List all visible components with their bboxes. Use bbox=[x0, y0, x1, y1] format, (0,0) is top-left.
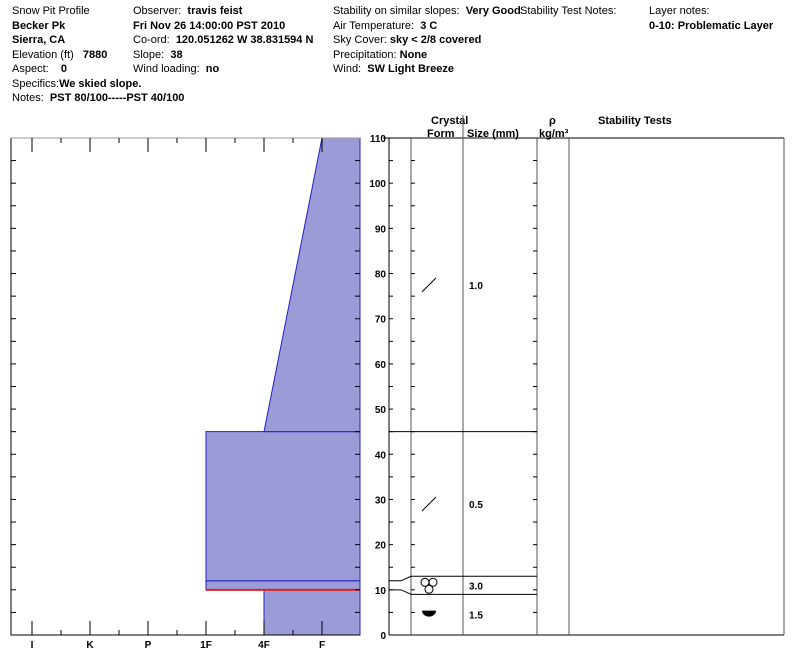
size-header: Size (mm) bbox=[467, 128, 519, 140]
precipitation-particle-icon bbox=[421, 277, 437, 293]
crystal-header: Crystal bbox=[431, 115, 469, 127]
observer-field: Observer: travis feist bbox=[133, 5, 242, 18]
depth-label: 40 bbox=[375, 450, 387, 461]
hardness-label-K: K bbox=[86, 640, 94, 651]
wind-loading-label: Wind loading: bbox=[133, 63, 200, 75]
specifics-label: Specifics: bbox=[12, 78, 60, 90]
depth-label: 20 bbox=[375, 541, 387, 552]
depth-label: 80 bbox=[375, 270, 387, 281]
notes-value: PST 80/100-----PST 40/100 bbox=[49, 92, 185, 104]
layer-connector bbox=[389, 575, 412, 582]
hardness-layer bbox=[263, 589, 361, 636]
depth-label: 70 bbox=[375, 315, 387, 326]
depth-label: 100 bbox=[369, 179, 386, 190]
grain-size-label: 3.0 bbox=[469, 581, 483, 592]
observer-label: Observer: bbox=[133, 5, 182, 17]
wind-label: Wind: bbox=[333, 63, 362, 75]
rho-header: ρ bbox=[549, 115, 556, 127]
grain-size-label: 0.5 bbox=[469, 500, 483, 511]
depth-label: 90 bbox=[375, 224, 387, 235]
stability-value: Very Good bbox=[465, 5, 521, 17]
elevation-field: Elevation (ft) 7880 bbox=[12, 49, 107, 62]
sky-field: Sky Cover: sky < 2/8 covered bbox=[333, 34, 481, 47]
layer-notes-value: 0-10: Problematic Layer bbox=[649, 20, 774, 32]
mixed-forms-icon bbox=[424, 584, 434, 594]
depth-label: 60 bbox=[375, 360, 387, 371]
hardness-label-4F: 4F bbox=[258, 640, 270, 651]
air-temp-label: Air Temperature: bbox=[333, 20, 415, 32]
precip-label: Precipitation: bbox=[333, 49, 397, 61]
hardness-label-P: P bbox=[145, 640, 152, 651]
slope-field: Slope: 38 bbox=[133, 49, 183, 62]
sky-value: sky < 2/8 covered bbox=[389, 34, 482, 46]
aspect-label: Aspect: bbox=[12, 63, 49, 75]
hardness-axis-frame bbox=[10, 138, 360, 636]
coord-value: 120.051262 W 38.831594 N bbox=[175, 34, 314, 46]
aspect-value: 0 bbox=[60, 63, 68, 75]
notes-label: Notes: bbox=[12, 92, 44, 104]
stability-label: Stability on similar slopes: bbox=[333, 5, 460, 17]
precip-value: None bbox=[399, 49, 428, 61]
coord-label: Co-ord: bbox=[133, 34, 170, 46]
layer-connector bbox=[389, 589, 412, 595]
depth-label: 10 bbox=[375, 586, 387, 597]
specifics-value: We skied slope. bbox=[59, 78, 142, 90]
region: Sierra, CA bbox=[12, 34, 66, 46]
hardness-layer bbox=[205, 580, 361, 591]
sky-label: Sky Cover: bbox=[333, 34, 387, 46]
wind-loading-value: no bbox=[205, 63, 220, 75]
hardness-label-F: F bbox=[319, 640, 325, 651]
datetime: Fri Nov 26 14:00:00 PST 2010 bbox=[133, 20, 286, 32]
stability-tests-header: Stability Tests bbox=[598, 115, 672, 127]
hardness-label-I: I bbox=[31, 640, 34, 651]
location: Becker Pk bbox=[12, 20, 66, 32]
form-header: Form bbox=[427, 128, 455, 140]
hardness-label-1F: 1F bbox=[200, 640, 212, 651]
depth-label: 50 bbox=[375, 405, 387, 416]
rounded-grain-icon bbox=[422, 610, 436, 617]
precipitation-particle-icon bbox=[421, 496, 437, 512]
wind-field: Wind: SW Light Breeze bbox=[333, 63, 454, 76]
wind-value: SW Light Breeze bbox=[367, 63, 455, 75]
observer-value: travis feist bbox=[187, 5, 243, 17]
notes-field: Notes: PST 80/100-----PST 40/100 bbox=[12, 92, 184, 105]
grain-size-label: 1.5 bbox=[469, 611, 483, 622]
air-temp-value: 3 C bbox=[420, 20, 438, 32]
hardness-layer bbox=[263, 137, 361, 433]
profile-title: Snow Pit Profile bbox=[12, 5, 90, 17]
depth-label: 110 bbox=[370, 134, 387, 145]
slope-label: Slope: bbox=[133, 49, 165, 61]
depth-label: 30 bbox=[375, 495, 387, 506]
precip-field: Precipitation: None bbox=[333, 49, 427, 62]
wind-loading-field: Wind loading: no bbox=[133, 63, 219, 76]
aspect-field: Aspect: 0 bbox=[12, 63, 67, 76]
layer-notes-label: Layer notes: bbox=[649, 5, 710, 17]
elevation-value: 7880 bbox=[82, 49, 108, 61]
rho-unit-header: kg/m³ bbox=[539, 128, 569, 140]
hardness-layer bbox=[205, 431, 361, 582]
mixed-forms-icon bbox=[428, 577, 438, 587]
grain-size-label: 1.0 bbox=[469, 281, 483, 292]
stability-test-notes-label: Stability Test Notes: bbox=[520, 5, 617, 17]
specifics-field: Specifics:We skied slope. bbox=[12, 78, 141, 91]
stability-field: Stability on similar slopes: Very Good bbox=[333, 5, 521, 18]
slope-value: 38 bbox=[170, 49, 183, 61]
elevation-label: Elevation (ft) bbox=[12, 49, 74, 61]
depth-label: 0 bbox=[380, 631, 386, 642]
air-temp-field: Air Temperature: 3 C bbox=[333, 20, 437, 33]
coord-field: Co-ord: 120.051262 W 38.831594 N bbox=[133, 34, 313, 47]
